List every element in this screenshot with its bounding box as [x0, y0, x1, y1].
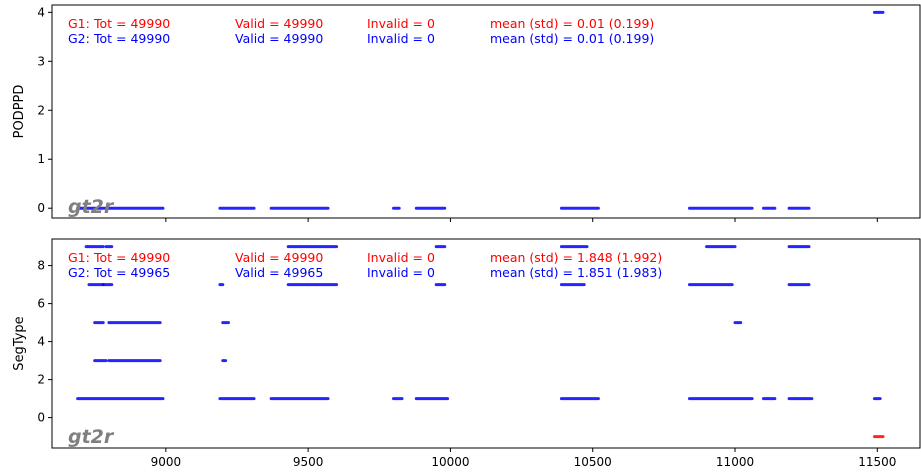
y-tick-label: 4 [37, 335, 45, 349]
x-tick-label: 9500 [293, 455, 324, 469]
y-tick-label: 2 [37, 103, 45, 117]
stat-mean: mean (std) = 1.848 (1.992) [490, 250, 662, 265]
y-tick-label: 8 [37, 259, 45, 273]
stat-invalid: Invalid = 0 [367, 16, 435, 31]
x-tick-label: 10000 [431, 455, 469, 469]
stat-invalid: Invalid = 0 [367, 31, 435, 46]
stat-tot: Tot = 49990 [93, 16, 170, 31]
watermark-logo: gt2r [68, 426, 115, 448]
x-tick-label: 11000 [716, 455, 754, 469]
y-axis-label: SegType [12, 316, 27, 370]
y-tick-label: 0 [37, 411, 45, 425]
stat-tot: Tot = 49965 [93, 265, 170, 280]
stat-group: G2: [68, 265, 90, 280]
stat-valid: Valid = 49965 [235, 265, 323, 280]
y-tick-label: 4 [37, 5, 45, 19]
plot-area-1 [51, 4, 921, 219]
y-tick-label: 6 [37, 297, 45, 311]
stat-tot: Tot = 49990 [93, 31, 170, 46]
stat-valid: Valid = 49990 [235, 250, 323, 265]
stat-valid: Valid = 49990 [235, 31, 323, 46]
y-axis-label: PODPPD [12, 85, 27, 139]
y-tick-label: 1 [37, 152, 45, 166]
stat-invalid: Invalid = 0 [367, 265, 435, 280]
x-tick-label: 9000 [151, 455, 182, 469]
stat-group: G1: [68, 250, 90, 265]
stat-valid: Valid = 49990 [235, 16, 323, 31]
x-tick-label: 10500 [574, 455, 612, 469]
stat-tot: Tot = 49990 [93, 250, 170, 265]
plot-area-2 [51, 238, 921, 449]
stat-mean: mean (std) = 0.01 (0.199) [490, 31, 654, 46]
y-tick-label: 3 [37, 54, 45, 68]
x-tick-label: 11500 [858, 455, 896, 469]
stat-group: G1: [68, 16, 90, 31]
watermark-logo: gt2r [68, 196, 115, 218]
stat-group: G2: [68, 31, 90, 46]
stat-invalid: Invalid = 0 [367, 250, 435, 265]
y-tick-label: 0 [37, 201, 45, 215]
stat-mean: mean (std) = 0.01 (0.199) [490, 16, 654, 31]
y-tick-label: 2 [37, 373, 45, 387]
stat-mean: mean (std) = 1.851 (1.983) [490, 265, 662, 280]
